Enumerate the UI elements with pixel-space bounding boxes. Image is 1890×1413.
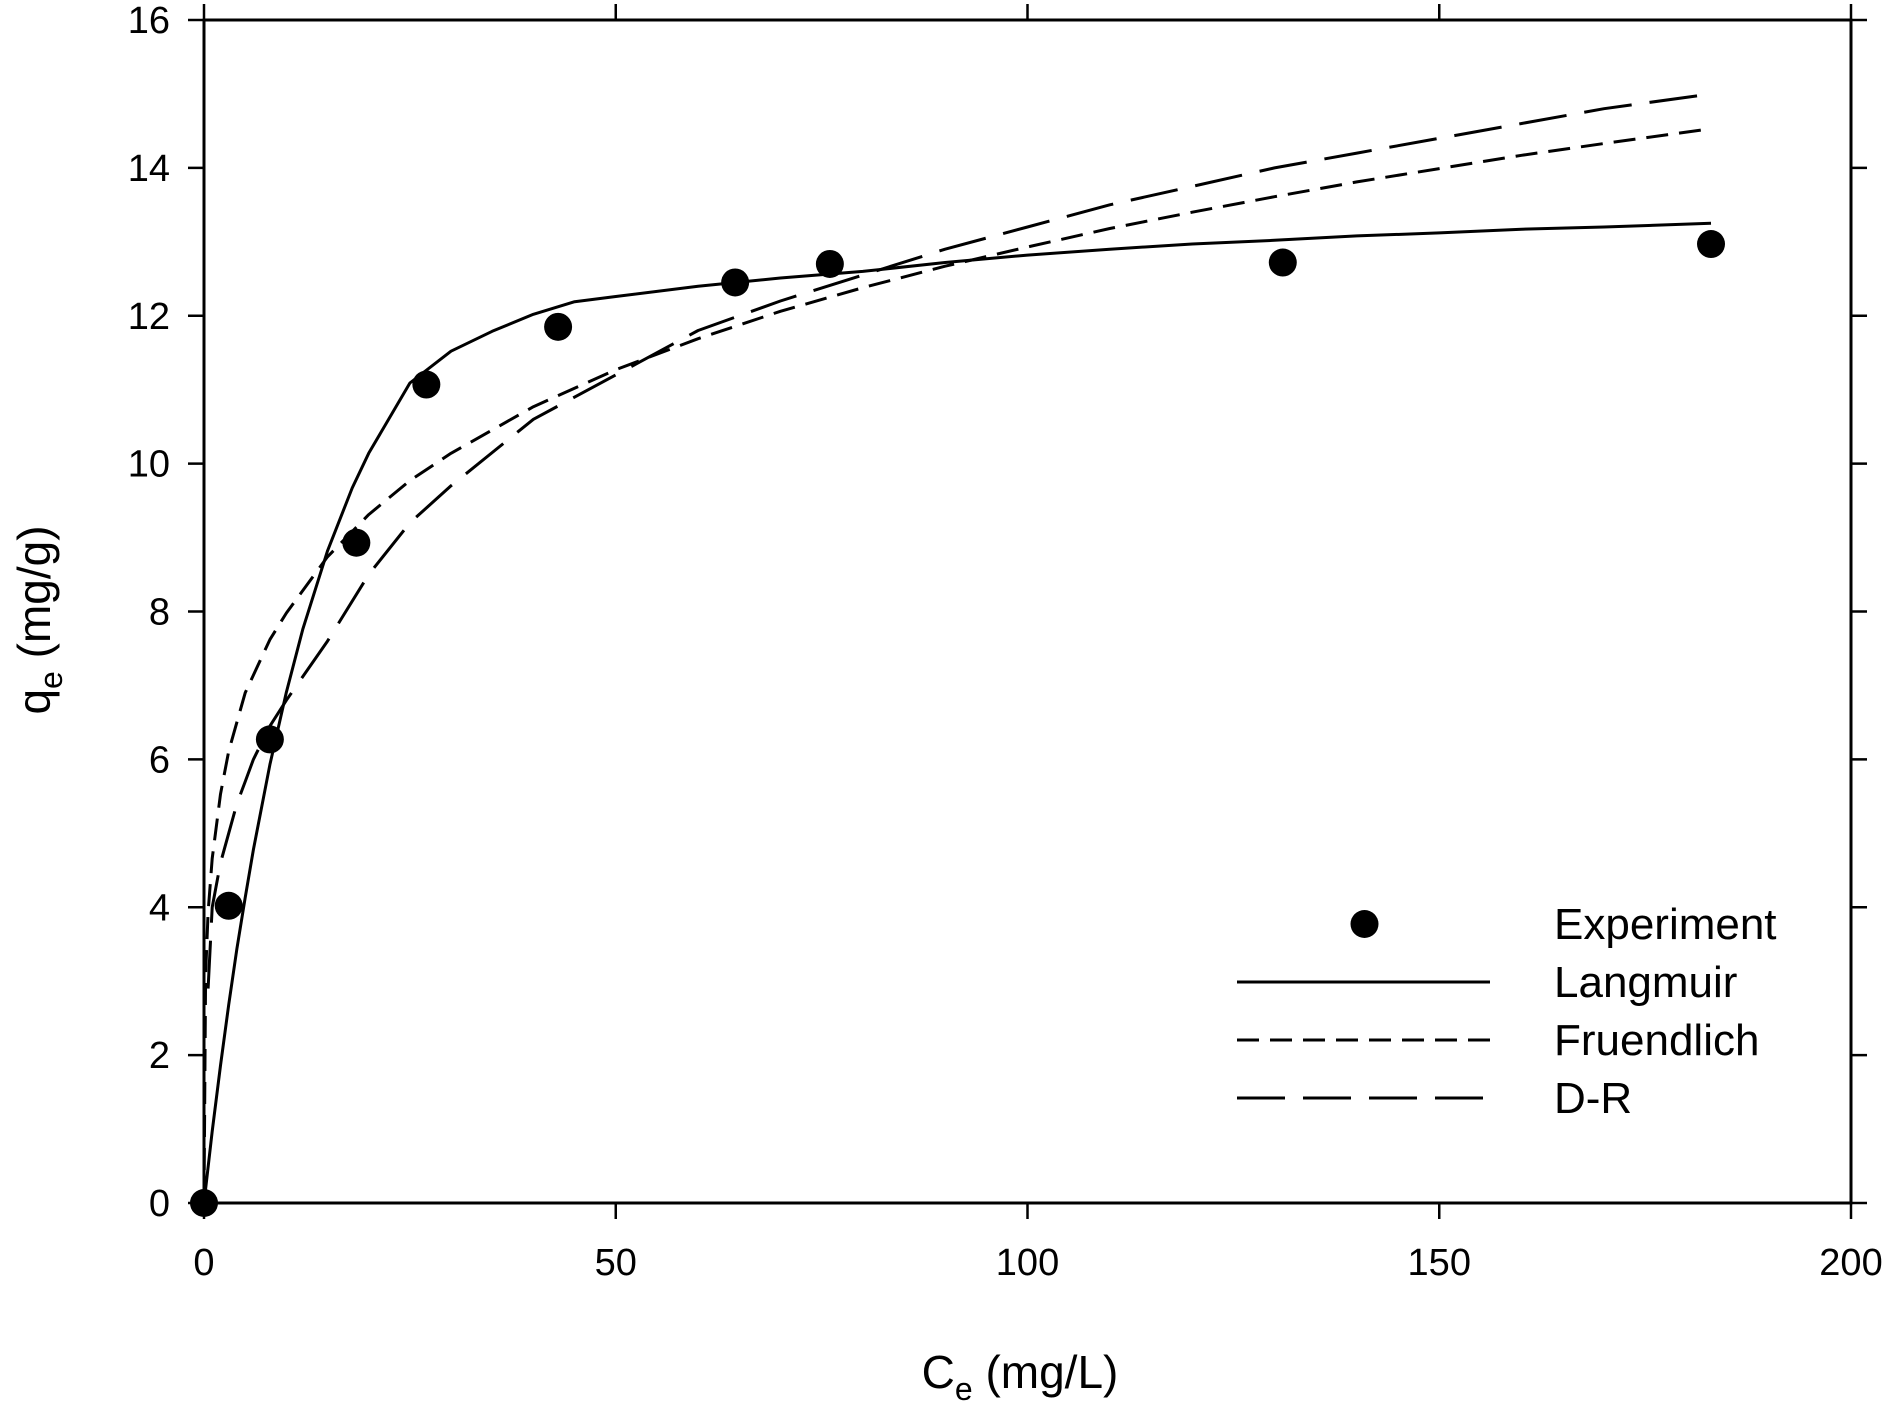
y-axis-title-main: q <box>8 689 60 715</box>
x-axis-title: Ce (mg/L) <box>922 1346 1119 1407</box>
series-layer <box>190 92 1726 1217</box>
y-tick-label: 4 <box>149 887 170 929</box>
y-tick-label: 2 <box>149 1035 170 1077</box>
y-tick-label: 12 <box>128 296 170 338</box>
experiment-point <box>815 249 844 278</box>
experiment-point <box>721 268 750 297</box>
legend-langmuir-label: Langmuir <box>1554 958 1737 1007</box>
experiment-point <box>255 725 284 754</box>
legend-fruendlich-label: Fruendlich <box>1554 1016 1759 1065</box>
x-tick-label: 0 <box>193 1242 214 1284</box>
x-axis-title-subscript: e <box>955 1371 973 1407</box>
y-tick-label: 0 <box>149 1183 170 1225</box>
y-tick-label: 16 <box>128 0 170 42</box>
x-tick-label: 200 <box>1819 1242 1882 1284</box>
experiment-point <box>1697 230 1726 259</box>
d-r-curve <box>206 92 1712 989</box>
fruendlich-curve <box>202 127 1712 1204</box>
y-axis-title-unit: (mg/g) <box>8 525 60 671</box>
y-tick-label: 10 <box>128 444 170 486</box>
x-tick-label: 50 <box>595 1242 637 1284</box>
legend: Experiment Langmuir Fruendlich D-R <box>1237 900 1777 1123</box>
y-tick-label: 6 <box>149 739 170 781</box>
experiment-point <box>412 370 441 399</box>
ticks-layer: 0 50 100 150 200 0 2 4 6 8 10 12 14 16 <box>128 0 1883 1284</box>
langmuir-curve <box>202 221 1712 1204</box>
legend-experiment-marker <box>1350 910 1379 938</box>
x-tick-label: 100 <box>996 1242 1059 1284</box>
experiment-point <box>342 528 371 557</box>
y-tick-label: 14 <box>128 148 170 190</box>
x-axis-title-main: C <box>922 1346 955 1398</box>
experiment-point <box>1268 248 1297 277</box>
y-axis-title-subscript: e <box>33 671 69 689</box>
x-tick-label: 150 <box>1408 1242 1471 1284</box>
y-tick-label: 8 <box>149 592 170 634</box>
legend-experiment-label: Experiment <box>1554 900 1777 949</box>
x-axis-title-unit: (mg/L) <box>973 1346 1119 1398</box>
y-axis-title: qe (mg/g) <box>8 525 69 714</box>
legend-d-r-label: D-R <box>1554 1074 1632 1123</box>
experiment-point <box>214 891 243 920</box>
experiment-point <box>544 312 573 341</box>
